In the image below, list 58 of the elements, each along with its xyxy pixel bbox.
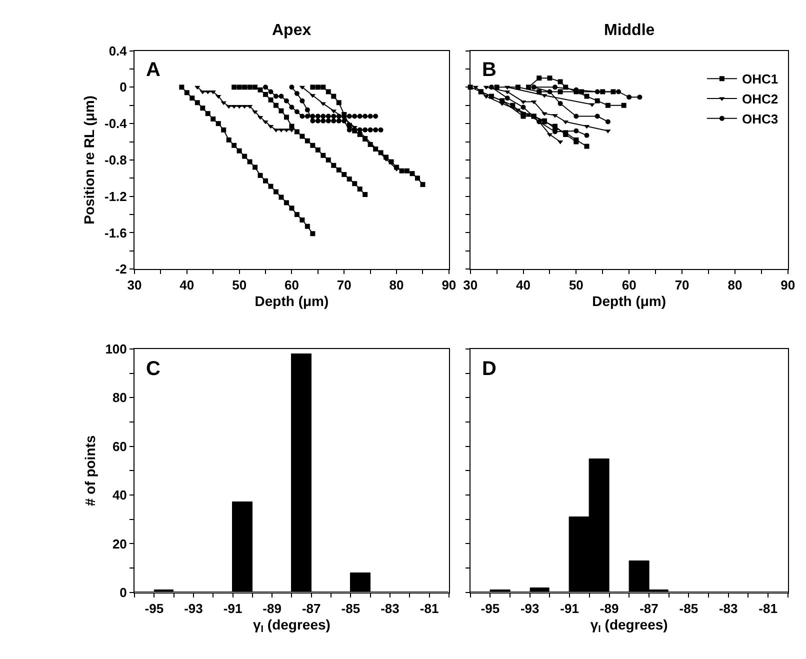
x-tick-label: 90 [442, 278, 456, 293]
y-axis-title: Position re RL (μm) [81, 96, 98, 224]
x-tick-label: 30 [463, 278, 478, 293]
x-tick-label: -87 [302, 600, 321, 616]
x-axis-title: Depth (μm) [254, 293, 329, 310]
x-tick-label: 70 [336, 278, 352, 293]
y-axis-title: # of points [82, 435, 98, 506]
x-tick-label: 40 [516, 278, 530, 293]
x-tick-label: -93 [184, 600, 203, 616]
y-tick-label: 40 [112, 488, 127, 503]
y-tick-label: -2 [115, 262, 127, 277]
legend-label: OHC3 [742, 111, 778, 126]
x-tick-label: -95 [480, 600, 500, 616]
x-tick-label: -85 [341, 600, 360, 616]
x-axis-title: γ$_{I}$ (degrees) [590, 616, 668, 636]
y-tick-label: 100 [105, 342, 127, 357]
x-tick-label: -89 [600, 600, 619, 616]
y-tick-label: 80 [112, 390, 127, 406]
x-tick-label: -91 [560, 600, 579, 616]
x-tick-label: -81 [758, 600, 778, 616]
x-tick-label: 40 [180, 278, 194, 293]
y-tick-label: -0.8 [104, 152, 127, 168]
x-tick-label: 60 [284, 278, 299, 293]
x-tick-label: 60 [622, 278, 636, 293]
x-tick-label: 90 [780, 278, 796, 293]
x-tick-label: -87 [640, 600, 658, 616]
annotation: D [482, 358, 496, 380]
x-tick-label: -83 [718, 600, 738, 616]
annotation: A [146, 59, 160, 81]
y-tick-label: 0.4 [108, 43, 128, 58]
x-tick-label: -89 [262, 600, 282, 616]
y-tick-label: -1.2 [104, 188, 127, 204]
x-tick-label: -85 [679, 600, 698, 616]
x-tick-label: -81 [420, 600, 439, 616]
x-axis-title: γ$_{I}$ (degrees) [252, 616, 330, 636]
annotation: C [146, 358, 160, 380]
x-tick-label: 70 [674, 278, 690, 293]
chart-title: Middle [604, 22, 655, 39]
legend-label: OHC1 [742, 72, 778, 87]
x-tick-label: 30 [127, 278, 142, 293]
x-tick-label: -93 [520, 600, 540, 616]
y-tick-label: 0 [120, 584, 127, 600]
x-axis-title: Depth (μm) [592, 293, 666, 310]
legend-label: OHC2 [742, 92, 778, 107]
x-tick-label: -95 [144, 600, 164, 616]
x-tick-label: -91 [223, 600, 242, 616]
y-tick-label: -1.6 [104, 225, 127, 240]
x-tick-label: 80 [389, 278, 404, 293]
y-tick-label: 20 [112, 536, 127, 552]
x-tick-label: 50 [232, 278, 247, 293]
chart-title: Apex [272, 22, 312, 39]
annotation: B [482, 59, 496, 81]
y-tick-label: -0.4 [104, 116, 128, 132]
x-tick-label: 50 [568, 278, 584, 293]
x-tick-label: -83 [380, 600, 400, 616]
y-tick-label: 0 [120, 80, 127, 95]
x-tick-label: 80 [728, 278, 742, 293]
y-tick-label: 60 [112, 438, 127, 454]
